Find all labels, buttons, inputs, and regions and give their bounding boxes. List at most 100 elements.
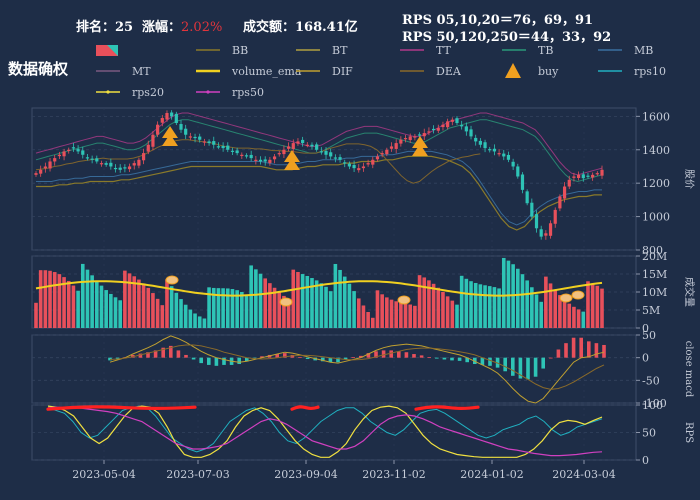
volume-bar: [57, 274, 62, 328]
volume-bar: [576, 309, 581, 328]
volume-bar: [230, 289, 235, 328]
legend-swatch-candle-down: [107, 45, 118, 56]
volume-bar: [300, 274, 305, 328]
macd-bar: [435, 357, 439, 359]
candle-body: [109, 162, 113, 167]
volume-bar: [600, 288, 604, 328]
candle-body: [62, 151, 66, 157]
candle-body: [534, 214, 539, 229]
volume-bar: [370, 317, 375, 328]
macd-bar: [526, 357, 530, 380]
candle-body: [113, 167, 118, 170]
volume-bar: [80, 263, 85, 328]
volume-bar: [385, 297, 389, 328]
chart-title: 数据确权: [8, 60, 69, 78]
volume-bar: [389, 299, 394, 328]
volume-bar: [71, 285, 76, 328]
volume-bar: [151, 293, 155, 328]
volume-bar: [403, 303, 408, 328]
xtick-label-3: 2023-11-02: [362, 468, 425, 481]
candle-body: [371, 159, 375, 165]
candle-body: [277, 153, 281, 155]
volume-bar: [492, 287, 497, 328]
xtick-label-2: 2023-09-04: [274, 468, 337, 481]
macd-bar: [564, 343, 568, 358]
band-lower-mb: [36, 150, 602, 226]
volume-bar: [586, 281, 590, 328]
volume-bar: [567, 303, 572, 328]
volume-bar: [525, 280, 529, 328]
volume-bar: [473, 282, 478, 328]
candle-body: [539, 229, 543, 237]
ytick-label-0-2: 1200: [642, 177, 670, 190]
macd-bar: [397, 351, 401, 358]
macd-dif-line: [109, 335, 605, 404]
macd-bar: [283, 353, 287, 358]
volume-bar: [558, 295, 562, 328]
candle-body: [170, 112, 174, 117]
volume-bar: [216, 288, 221, 328]
candle-body: [34, 173, 38, 175]
volume-bar: [427, 280, 431, 328]
change: 涨幅：2.02%: [142, 16, 222, 35]
candle-body: [123, 167, 127, 169]
rps-hot-segment-2: [414, 405, 480, 411]
macd-dea-line: [109, 344, 605, 390]
candle-body: [258, 159, 263, 162]
volume-bar: [553, 289, 558, 328]
candle-body: [212, 141, 216, 145]
macd-bar: [511, 357, 515, 376]
xtick-label-1: 2023-07-03: [166, 468, 229, 481]
ytick-label-1-3: 15M: [642, 268, 667, 281]
volume-bar: [263, 278, 268, 328]
macd-bar: [275, 354, 279, 358]
band-mid-bt: [35, 139, 481, 184]
macd-bar: [602, 344, 606, 358]
candle-body: [450, 119, 454, 122]
candle-body: [301, 139, 305, 144]
volume-bar: [137, 279, 141, 328]
volume-bar: [422, 277, 427, 328]
volume-bar: [333, 263, 338, 328]
candle-body: [235, 150, 239, 154]
macd-bar: [207, 357, 211, 365]
volume-bar: [464, 278, 469, 328]
buy-marker-b-0: [162, 134, 178, 146]
volume-bar: [366, 311, 370, 328]
volume-bar: [104, 290, 108, 328]
xtick-label-4: 2024-01-02: [460, 468, 523, 481]
volume-bar: [380, 294, 384, 328]
rank-value: 25: [115, 20, 134, 35]
macd-bar: [412, 354, 416, 358]
ytick-label-0-0: 800: [642, 244, 663, 257]
volume-bar: [431, 283, 436, 328]
volume-bar: [530, 287, 534, 328]
candle-body: [310, 144, 314, 147]
volume-bar: [595, 285, 600, 328]
volume-bar: [221, 288, 225, 328]
macd-bar: [214, 357, 219, 366]
xtick-label-0: 2023-05-04: [72, 468, 135, 481]
macd-bar: [381, 350, 386, 358]
volume-bar: [272, 287, 277, 328]
macd-bar: [450, 357, 454, 361]
volume-bar: [361, 305, 366, 328]
macd-bar: [222, 357, 226, 365]
volume-bar: [394, 301, 398, 328]
ytick-label-3-2: 100: [642, 399, 663, 412]
macd-bar: [199, 357, 203, 364]
candle-body: [90, 158, 94, 160]
buy-marker-0: [162, 126, 178, 138]
volume-bar: [469, 281, 473, 328]
macd-bar: [465, 357, 469, 363]
candle-body: [567, 179, 571, 187]
candle-body: [427, 131, 431, 133]
macd-bar: [419, 355, 424, 358]
legend-label-rps20: rps20: [132, 86, 164, 99]
macd-bar: [328, 357, 333, 363]
legend-dot-rps50: [206, 90, 210, 94]
candle-body: [43, 166, 47, 169]
candle-body: [230, 150, 235, 152]
panel-frame-0: [31, 107, 637, 251]
